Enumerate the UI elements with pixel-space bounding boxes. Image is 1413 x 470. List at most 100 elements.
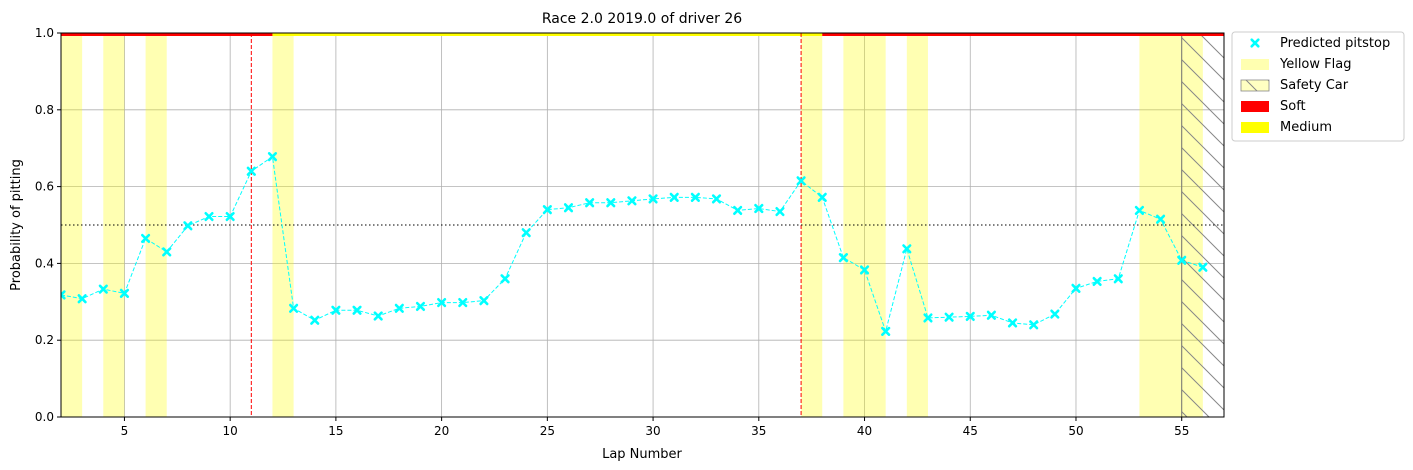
legend-label: Yellow Flag: [1279, 57, 1351, 72]
data-point: [61, 290, 66, 300]
data-point: [796, 176, 806, 186]
data-point: [1071, 283, 1081, 293]
data-point: [606, 198, 616, 208]
data-point: [563, 203, 574, 213]
tyre-strip: [61, 33, 1224, 36]
data-point: [944, 312, 954, 322]
legend-item: Yellow Flag: [1241, 57, 1351, 72]
legend-item: Predicted pitstop: [1250, 36, 1390, 51]
yellow-flag-band: [61, 33, 83, 417]
data-point: [352, 305, 362, 315]
legend-swatch: [1241, 122, 1269, 133]
data-point: [140, 233, 151, 244]
plot-frame: [60, 32, 1225, 418]
data-point: [310, 315, 320, 325]
yellow-flag-bands: [61, 33, 1203, 417]
data-point: [690, 192, 700, 202]
x-tick-label: 40: [857, 424, 872, 438]
data-point: [183, 221, 193, 231]
x-axis-label: Lap Number: [602, 447, 682, 462]
plot-area: [61, 33, 1224, 417]
y-tick-label: 0.8: [35, 103, 54, 117]
legend-frame: [1231, 31, 1405, 142]
data-point: [902, 244, 912, 254]
data-point: [881, 326, 891, 336]
yellow-flag-band: [801, 33, 823, 417]
data-point: [479, 296, 489, 306]
y-axis-label: Probability of pitting: [9, 159, 24, 291]
legend-label: Soft: [1280, 99, 1306, 114]
tyre-segment-soft: [822, 33, 1224, 36]
data-point: [648, 194, 658, 204]
safety-car-bands: [1181, 33, 1224, 417]
y-tick-label: 0.2: [35, 333, 54, 347]
data-point: [331, 305, 341, 315]
x-tick-label: 45: [963, 424, 978, 438]
data-point: [1113, 274, 1123, 284]
data-point: [733, 205, 743, 216]
data-point: [965, 311, 975, 321]
x-tick-label: 20: [434, 424, 449, 438]
data-point: [458, 297, 468, 308]
data-point: [1050, 309, 1060, 319]
data-point: [711, 194, 722, 204]
y-axis-ticks: 0.0 0.2 0.4 0.6 0.8 1.0: [35, 26, 61, 424]
data-point: [1007, 318, 1018, 328]
x-tick-label: 55: [1174, 424, 1189, 438]
data-point: [542, 205, 552, 215]
data-point: [1092, 276, 1102, 287]
data-point: [225, 211, 235, 222]
x-tick-label: 30: [645, 424, 660, 438]
legend-label: Predicted pitstop: [1280, 36, 1390, 51]
x-axis-ticks: 5 10 15 20 25 30 35 40 45 50 55: [121, 417, 1189, 438]
data-point: [98, 284, 108, 294]
yellow-flag-band: [145, 33, 167, 417]
data-point: [1198, 262, 1208, 272]
data-point: [838, 253, 848, 263]
data-point: [585, 198, 595, 208]
series-markers: [61, 152, 1208, 336]
data-point: [415, 301, 426, 312]
yellow-flag-band: [272, 33, 294, 417]
legend-label: Medium: [1280, 120, 1332, 135]
data-point: [394, 303, 404, 313]
x-tick-label: 15: [328, 424, 343, 438]
data-point: [754, 203, 764, 214]
tyre-segment-soft: [61, 33, 273, 36]
data-point: [521, 228, 531, 238]
x-tick-label: 50: [1068, 424, 1083, 438]
data-point: [500, 274, 510, 284]
data-point: [1177, 255, 1187, 265]
legend-item: Medium: [1241, 120, 1332, 135]
chart-title: Race 2.0 2019.0 of driver 26: [542, 11, 742, 27]
data-point: [119, 288, 130, 298]
data-point: [204, 211, 214, 222]
y-tick-label: 0.6: [35, 180, 54, 194]
series-line: [61, 155, 1204, 334]
data-point: [246, 166, 256, 176]
legend-swatch: [1241, 101, 1269, 112]
data-point: [859, 265, 870, 275]
data-point: [627, 196, 637, 206]
y-tick-label: 0.0: [35, 410, 54, 424]
data-point: [817, 192, 827, 202]
data-point: [77, 294, 87, 304]
data-point: [1029, 320, 1039, 330]
data-point: [775, 206, 785, 217]
data-point: [669, 192, 679, 202]
data-point: [267, 152, 278, 162]
legend-swatch: [1241, 59, 1269, 70]
legend-label: Safety Car: [1280, 78, 1349, 93]
data-point: [986, 310, 996, 320]
data-point: [289, 303, 299, 313]
legend-marker: [1250, 38, 1260, 48]
x-tick-label: 10: [223, 424, 238, 438]
data-point: [1134, 205, 1145, 216]
x-tick-label: 5: [121, 424, 129, 438]
data-point: [923, 313, 933, 323]
x-tick-label: 25: [540, 424, 555, 438]
data-point: [162, 247, 172, 257]
x-tick-label: 35: [751, 424, 766, 438]
data-point: [373, 311, 383, 321]
